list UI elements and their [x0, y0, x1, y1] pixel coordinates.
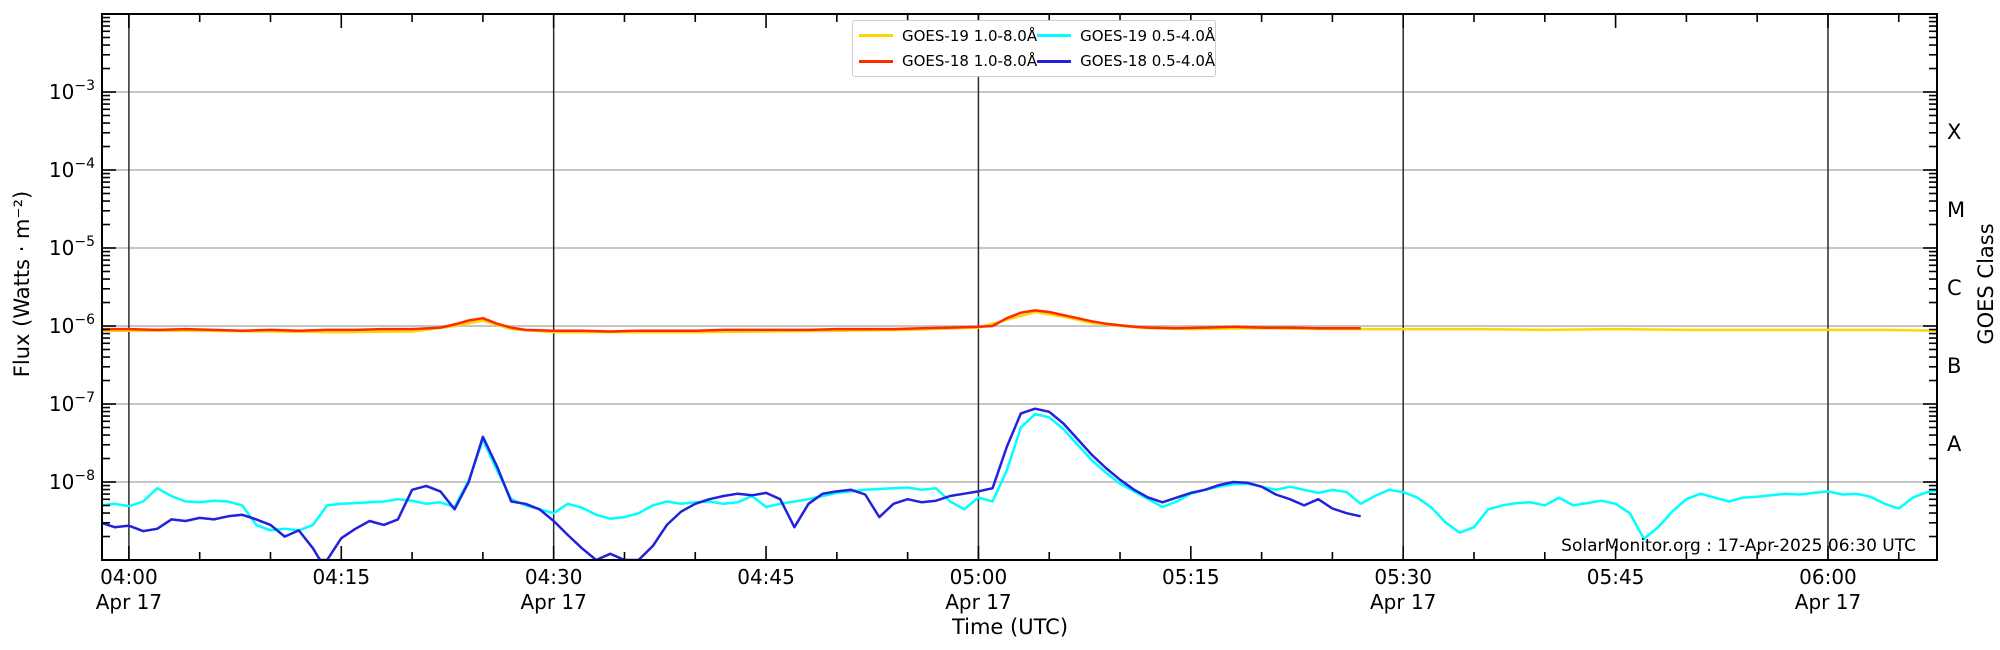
x-tick-label: 05:00 — [950, 565, 1008, 589]
legend-label: GOES-19 1.0-8.0Å — [902, 26, 1038, 45]
x-axis-title: Time (UTC) — [951, 615, 1069, 639]
series-line-goes-19-0.5-4.0- — [102, 412, 1937, 541]
goes-class-letter: X — [1947, 120, 1961, 144]
y-tick-label: 10−3 — [49, 78, 95, 104]
x-tick-label: 04:30 — [525, 565, 583, 589]
goes-class-letter: C — [1947, 276, 1962, 300]
x-tick-label: 04:00 — [100, 565, 158, 589]
x-tick-date-label: Apr 17 — [520, 590, 586, 614]
y-tick-label: 10−5 — [49, 234, 95, 260]
y-tick-label: 10−8 — [49, 468, 95, 494]
x-tick-label: 05:45 — [1587, 565, 1645, 589]
x-tick-label: 04:15 — [312, 565, 370, 589]
x-tick-label: 04:45 — [737, 565, 795, 589]
goes-class-letter: M — [1947, 198, 1965, 222]
y-tick-label: 10−7 — [49, 390, 95, 416]
goes-class-letter: A — [1947, 432, 1962, 456]
legend-swatch-goes18-short — [1037, 59, 1072, 63]
x-tick-label: 05:30 — [1374, 565, 1432, 589]
legend-label: GOES-18 0.5-4.0Å — [1080, 52, 1216, 71]
legend-swatch-goes19-long — [859, 34, 893, 38]
x-tick-label: 06:00 — [1799, 565, 1857, 589]
legend: GOES-19 1.0-8.0Å GOES-19 0.5-4.0Å GOES-1… — [852, 20, 1216, 77]
plot-border — [101, 13, 1938, 561]
series-line-goes-19-1.0-8.0- — [102, 310, 1937, 334]
legend-item-goes19-long: GOES-19 1.0-8.0Å — [859, 27, 1037, 45]
legend-label: GOES-18 1.0-8.0Å — [902, 52, 1038, 71]
x-tick-date-label: Apr 17 — [945, 590, 1011, 614]
x-tick-date-label: Apr 17 — [1370, 590, 1436, 614]
y-tick-label: 10−6 — [49, 312, 95, 338]
legend-label: GOES-19 0.5-4.0Å — [1080, 26, 1216, 45]
legend-item-goes18-short: GOES-18 0.5-4.0Å — [1037, 52, 1215, 70]
legend-item-goes19-short: GOES-19 0.5-4.0Å — [1037, 27, 1215, 45]
x-tick-date-label: Apr 17 — [1795, 590, 1861, 614]
series-line-goes-18-0.5-4.0- — [102, 407, 1361, 560]
y-tick-label: 10−4 — [49, 156, 95, 182]
legend-item-goes18-long: GOES-18 1.0-8.0Å — [859, 52, 1037, 70]
legend-swatch-goes19-short — [1037, 34, 1072, 38]
y-axis-title: Flux (Watts · m⁻²) — [10, 190, 34, 378]
series-line-goes-18-1.0-8.0- — [102, 309, 1361, 333]
x-tick-date-label: Apr 17 — [96, 590, 162, 614]
watermark-text: SolarMonitor.org : 17-Apr-2025 06:30 UTC — [1561, 536, 1916, 556]
legend-swatch-goes18-long — [859, 59, 893, 63]
goes-class-letter: B — [1947, 354, 1961, 378]
x-tick-label: 05:15 — [1162, 565, 1220, 589]
y2-axis-title: GOES Class — [1974, 223, 1998, 345]
